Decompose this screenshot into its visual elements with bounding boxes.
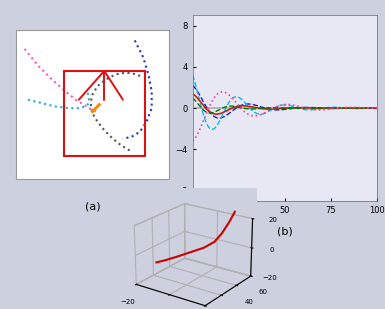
Bar (16, 30, 169, 179)
Bar (64, 71, 145, 156)
Text: (b): (b) (277, 227, 293, 237)
Text: (a): (a) (85, 201, 100, 211)
